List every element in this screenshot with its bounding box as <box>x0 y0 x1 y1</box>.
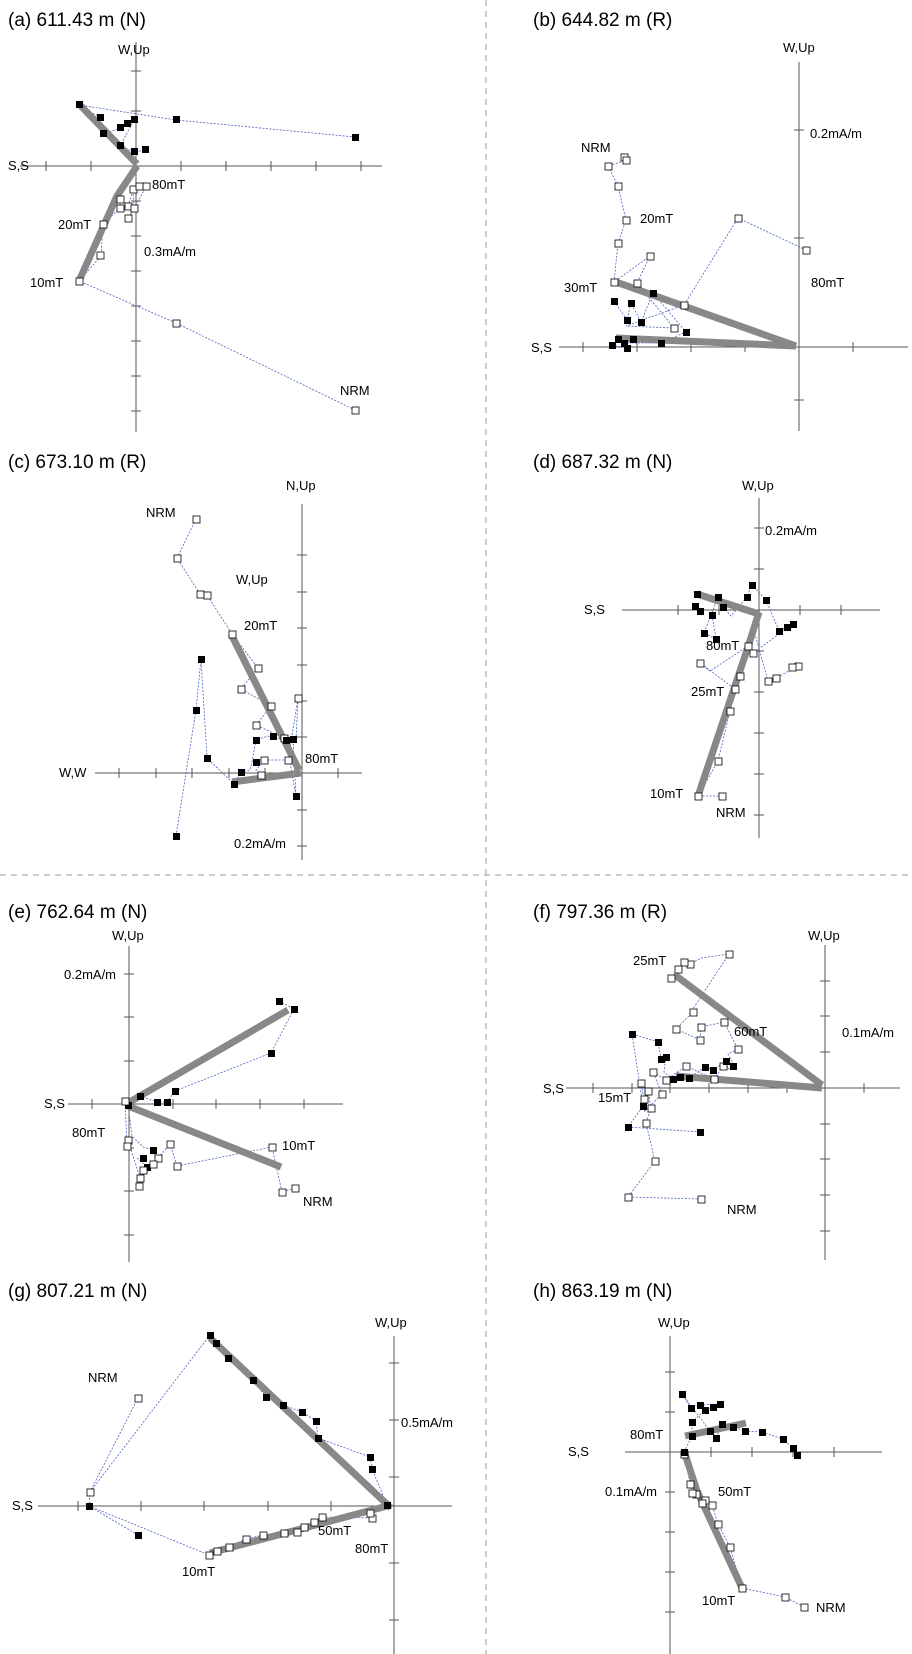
panel-b-filled-points <box>609 290 690 352</box>
panel-b: (b) 644.82 m (R) W,Up S,S 0.2mA/m <box>531 10 908 431</box>
panel-c-axis-horizontal: W,W <box>59 765 87 780</box>
panel-b-open-points <box>604 153 811 333</box>
panel-g-axis-vertical: W,Up <box>375 1315 407 1330</box>
panel-e-axis-horizontal: S,S <box>44 1096 65 1111</box>
panel-f: (f) 797.36 m (R) W,Up S,S 0.1mA/m <box>533 902 900 1260</box>
panel-e: (e) 762.64 m (N) W,Up S,S 0.2mA/m <box>8 902 343 1262</box>
panel-d-filled-points <box>692 582 797 643</box>
panel-c: (c) 673.10 m (R) N,Up W,W W,Up 0.2mA/m <box>8 452 362 860</box>
panel-b-axis-vertical: W,Up <box>783 40 815 55</box>
panel-a-filled-points <box>76 101 359 155</box>
panel-a-scale: 0.3mA/m <box>144 244 196 259</box>
panel-a-title: (a) 611.43 m (N) <box>8 10 146 31</box>
panel-f-filled-points <box>625 1031 737 1136</box>
panel-e-label-10mt: 10mT <box>282 1138 315 1153</box>
panel-g-label-80mt: 80mT <box>355 1541 388 1556</box>
panel-h-title: (h) 863.19 m (N) <box>533 1281 672 1302</box>
panel-a-axis-horizontal: S,S <box>8 158 29 173</box>
panel-h-label-nrm: NRM <box>816 1600 846 1615</box>
panel-h-label-10mt: 10mT <box>702 1593 735 1608</box>
panel-a-axis-vertical: W,Up <box>118 42 150 57</box>
panel-h-label-80mt: 80mT <box>630 1427 663 1442</box>
panel-g: (g) 807.21 m (N) W,Up S,S 0.5mA/m <box>8 1281 453 1654</box>
panel-g-label-10mt: 10mT <box>182 1564 215 1579</box>
panel-h-filled-points <box>679 1391 801 1459</box>
panel-d-axis-horizontal: S,S <box>584 602 605 617</box>
panel-h-axis-vertical: W,Up <box>658 1315 690 1330</box>
panel-g-axis-horizontal: S,S <box>12 1498 33 1513</box>
panel-d-open-points <box>694 642 803 801</box>
panel-g-label-50mt: 50mT <box>318 1523 351 1538</box>
panel-e-title: (e) 762.64 m (N) <box>8 902 147 923</box>
panel-f-label-60mt: 60mT <box>734 1024 767 1039</box>
panel-a-label-80mt: 80mT <box>152 177 185 192</box>
panel-b-title: (b) 644.82 m (R) <box>533 10 672 31</box>
panel-f-label-25mt: 25mT <box>633 953 666 968</box>
panel-h: (h) 863.19 m (N) W,Up S,S 0.1mA/m <box>533 1281 882 1654</box>
panel-f-label-15mt: 15mT <box>598 1090 631 1105</box>
panel-b-scale: 0.2mA/m <box>810 126 862 141</box>
panel-a-label-nrm: NRM <box>340 383 370 398</box>
panel-g-label-nrm: NRM <box>88 1370 118 1385</box>
panel-g-scale: 0.5mA/m <box>401 1415 453 1430</box>
panel-c-filled-points <box>173 656 300 840</box>
panel-d: (d) 687.32 m (N) W,Up S,S 0.2mA/m <box>533 452 880 838</box>
panel-f-label-nrm: NRM <box>727 1202 757 1217</box>
panel-g-open-points <box>86 1394 377 1560</box>
panel-d-axis-vertical: W,Up <box>742 478 774 493</box>
panel-d-label-25mt: 25mT <box>691 684 724 699</box>
panel-a-label-10mt: 10mT <box>30 275 63 290</box>
panel-d-title: (d) 687.32 m (N) <box>533 452 672 473</box>
panel-e-open-points <box>121 1097 300 1197</box>
panel-d-label-nrm: NRM <box>716 805 746 820</box>
panel-h-open-points <box>680 1450 809 1612</box>
panel-b-axis-horizontal: S,S <box>531 340 552 355</box>
panel-c-label-80mt: 80mT <box>305 751 338 766</box>
panel-a: (a) 611.43 m (N) W,Up S,S 0.3mA/m <box>8 10 382 432</box>
panel-c-axis-vertical: N,Up <box>286 478 316 493</box>
panel-a-label-20mt: 20mT <box>58 217 91 232</box>
panel-h-label-50mt: 50mT <box>718 1484 751 1499</box>
panel-c-title: (c) 673.10 m (R) <box>8 452 146 473</box>
panel-h-axis-horizontal: S,S <box>568 1444 589 1459</box>
panel-g-title: (g) 807.21 m (N) <box>8 1281 147 1302</box>
panel-f-title: (f) 797.36 m (R) <box>533 902 667 923</box>
panel-d-label-80mt: 80mT <box>706 638 739 653</box>
panel-c-label-20mt: 20mT <box>244 618 277 633</box>
panel-c-scale: 0.2mA/m <box>234 836 286 851</box>
panel-e-label-nrm: NRM <box>303 1194 333 1209</box>
panel-b-label-30mt: 30mT <box>564 280 597 295</box>
panel-c-label-nrm: NRM <box>146 505 176 520</box>
panel-g-filled-points <box>86 1332 391 1539</box>
panel-e-axis-vertical: W,Up <box>112 928 144 943</box>
panel-e-filled-points <box>125 998 298 1171</box>
panel-c-axis-secondary: W,Up <box>236 572 268 587</box>
panel-f-scale: 0.1mA/m <box>842 1025 894 1040</box>
panel-b-label-80mt: 80mT <box>811 275 844 290</box>
panel-d-label-10mt: 10mT <box>650 786 683 801</box>
panel-e-scale: 0.2mA/m <box>64 967 116 982</box>
panel-f-axis-horizontal: S,S <box>543 1081 564 1096</box>
panel-f-axis-vertical: W,Up <box>808 928 840 943</box>
panel-d-scale: 0.2mA/m <box>765 523 817 538</box>
panel-e-label-80mt: 80mT <box>72 1125 105 1140</box>
panel-a-open-points <box>75 182 360 415</box>
panel-h-scale: 0.1mA/m <box>605 1484 657 1499</box>
panel-b-label-20mt: 20mT <box>640 211 673 226</box>
panel-b-label-nrm: NRM <box>581 140 611 155</box>
